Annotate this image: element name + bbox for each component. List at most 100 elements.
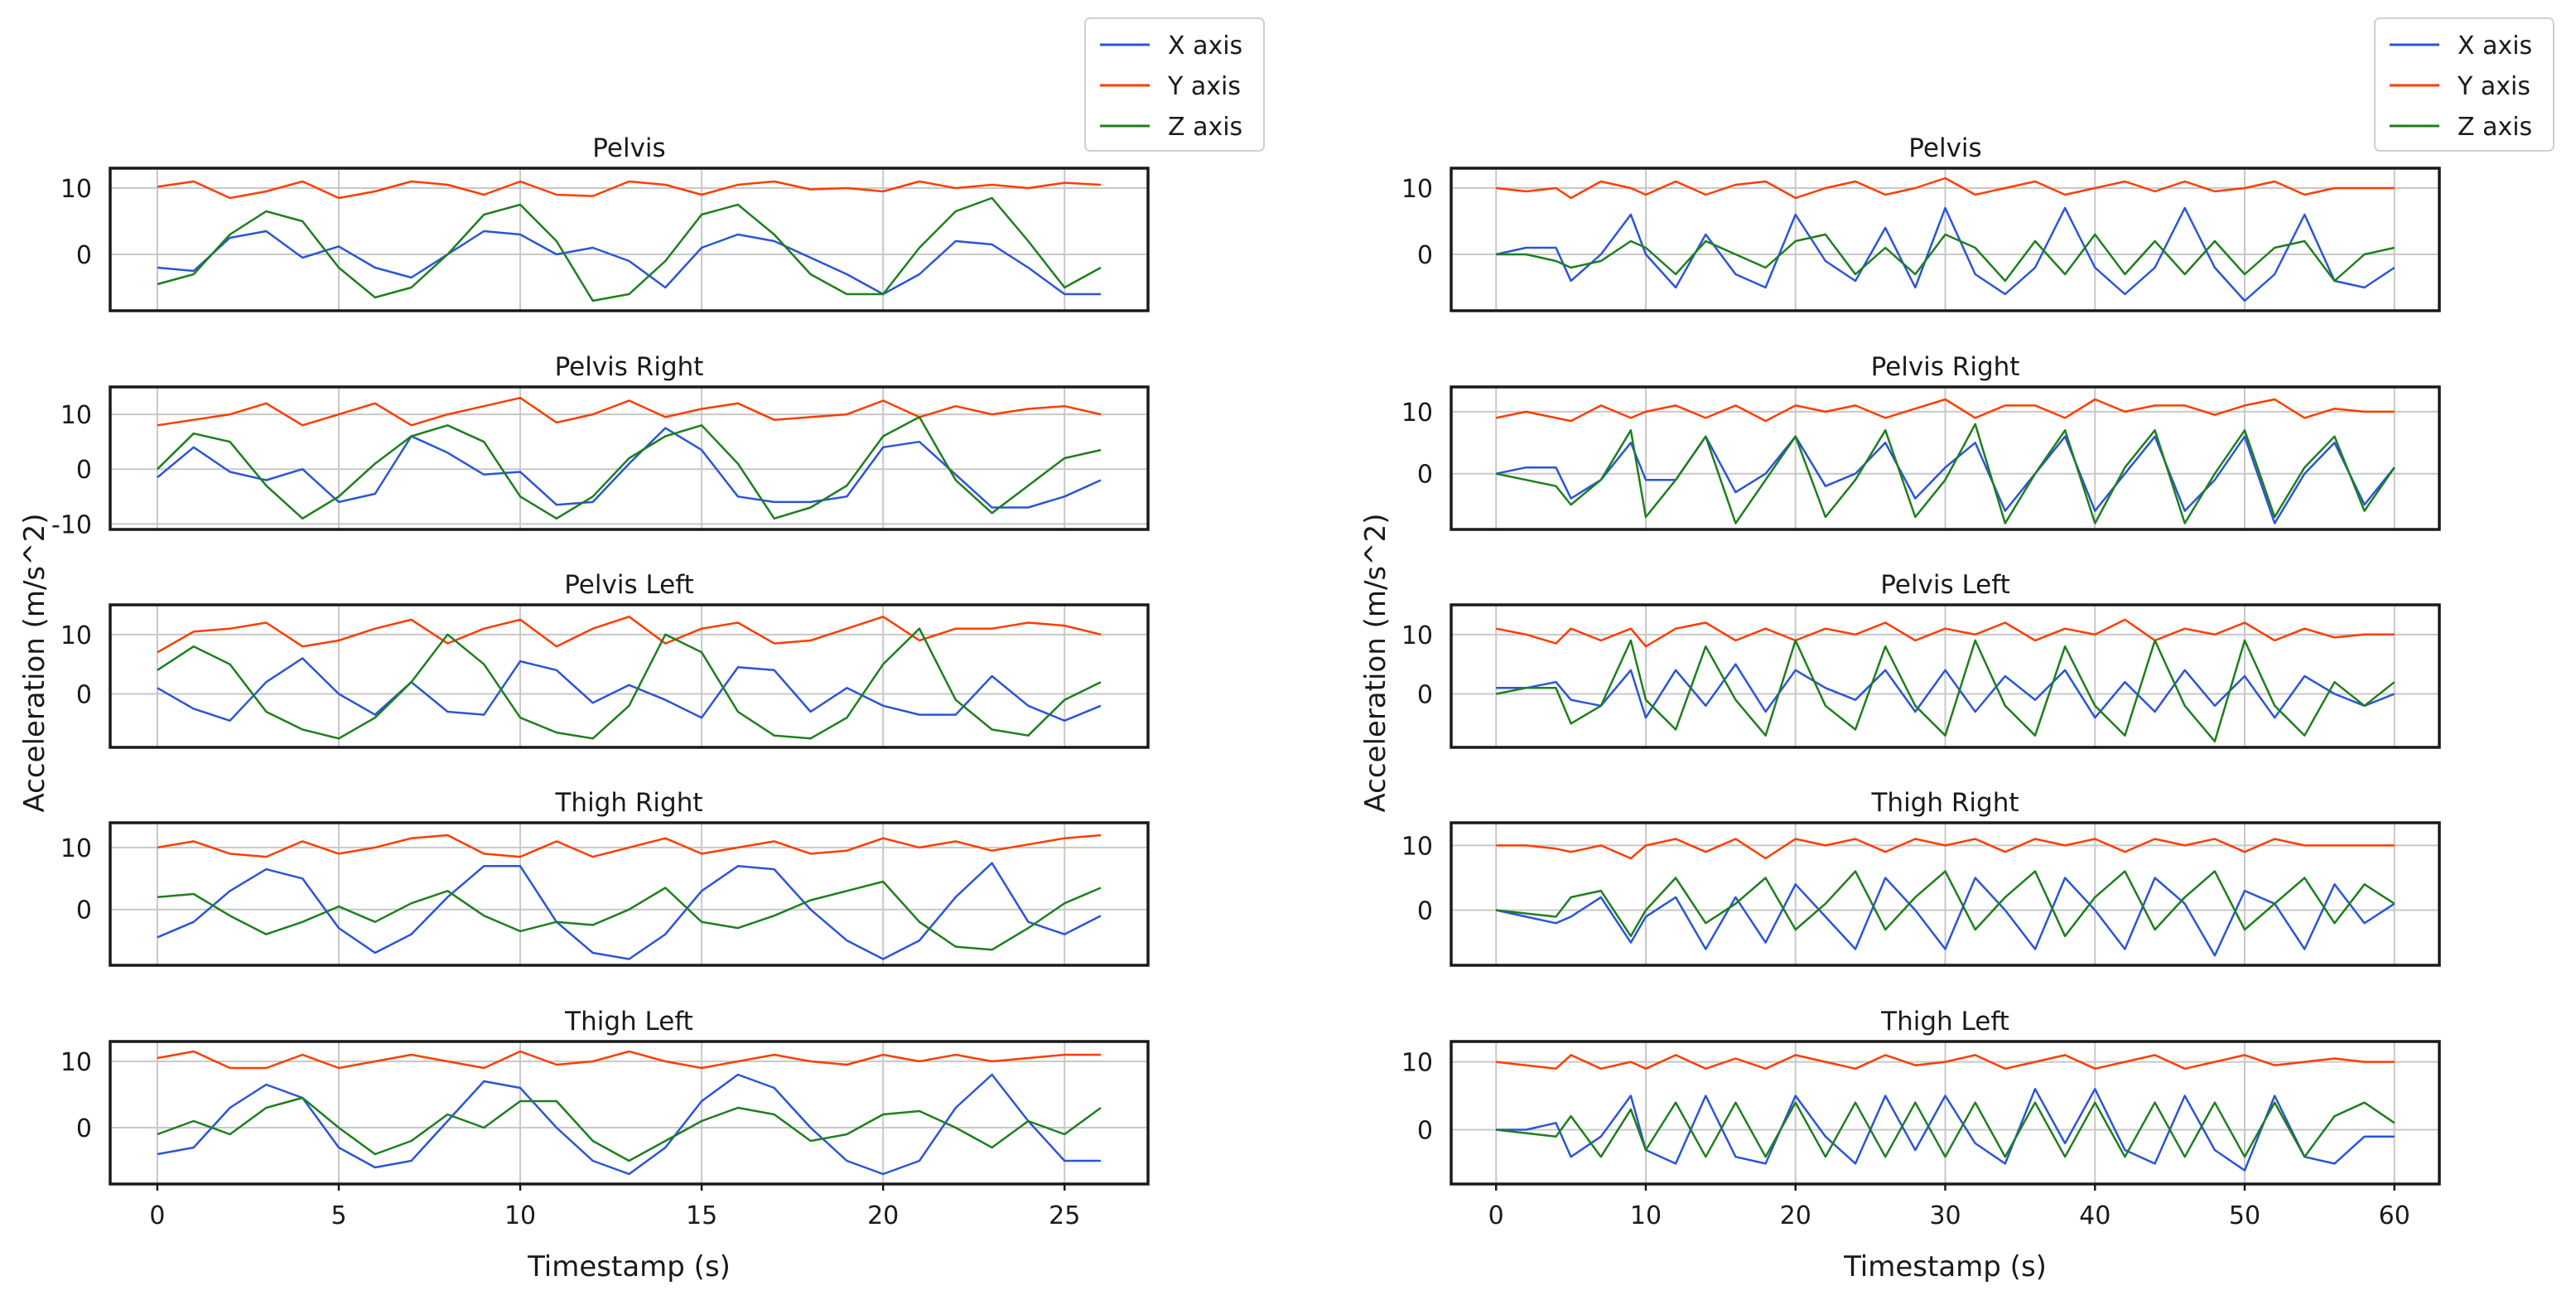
y-tick-label: 10 xyxy=(1401,621,1433,650)
x-tick-label: 10 xyxy=(1630,1201,1662,1230)
series-line-z-axis xyxy=(1496,870,2395,938)
subplot-title: Thigh Left xyxy=(564,1007,693,1037)
series-line-z-axis xyxy=(157,196,1102,302)
y-tick-label: 0 xyxy=(1417,461,1433,490)
series-line-x-axis xyxy=(157,230,1101,296)
legend-box xyxy=(2374,17,2554,152)
subplot-pelvis-left: Pelvis Left 0 10 xyxy=(1401,570,2441,749)
series-line-y-axis xyxy=(1495,398,2395,423)
subplot-title: Thigh Left xyxy=(1880,1007,2009,1037)
series-line-z-axis xyxy=(157,416,1102,520)
series-line-z-axis xyxy=(157,1096,1102,1162)
x-tick-label: 20 xyxy=(867,1201,899,1230)
y-tick-label: 0 xyxy=(76,456,92,485)
legend-label: Y axis xyxy=(2457,72,2530,101)
legend: X axis Y axis Z axis xyxy=(1084,17,1265,152)
x-tick-label: 20 xyxy=(1780,1201,1811,1230)
x-tick-label: 0 xyxy=(1488,1201,1504,1230)
y-tick-label: 0 xyxy=(76,681,92,710)
subplot-pelvis-left: Pelvis Left 0 10 xyxy=(60,570,1150,749)
series-line-x-axis xyxy=(1495,206,2395,302)
y-tick-label: 10 xyxy=(1401,399,1433,428)
subplot-pelvis: Pelvis 0 10 xyxy=(1401,133,2441,312)
series-line-x-axis xyxy=(157,862,1102,960)
series-line-z-axis xyxy=(157,880,1102,951)
y-tick-label: 10 xyxy=(60,175,92,204)
subplot-pelvis: Pelvis 0 10 xyxy=(60,133,1150,312)
subplot-pelvis-right: Pelvis Right -10 0 10 xyxy=(51,352,1150,539)
subplot-title: Pelvis Right xyxy=(1871,352,2020,382)
plot-frame xyxy=(109,385,1150,531)
x-tick-label: 25 xyxy=(1049,1201,1080,1230)
plot-frame xyxy=(1450,821,2441,967)
legend: X axis Y axis Z axis xyxy=(2374,17,2554,152)
y-tick-label: 0 xyxy=(1417,681,1433,710)
subplot-thigh-left: Thigh Left 0 10 0 5 10 15 20 25 xyxy=(60,1007,1150,1230)
chart-left: Pelvis 0 10 Pelvis Right -10 0 10 Pelvis Left 0 1… xyxy=(18,17,1265,1283)
y-axis-label: Acceleration (m/s^2) xyxy=(18,513,51,812)
x-tick-label: 0 xyxy=(149,1201,165,1230)
subplot-title: Thigh Right xyxy=(554,788,702,818)
x-tick-label: 15 xyxy=(686,1201,717,1230)
subplot-thigh-right: Thigh Right 0 10 xyxy=(60,788,1150,967)
y-tick-label: -10 xyxy=(51,510,92,539)
series-line-z-axis xyxy=(1496,1101,2395,1158)
x-tick-label: 40 xyxy=(2079,1201,2110,1230)
series-line-y-axis xyxy=(157,1050,1101,1070)
plot-frame xyxy=(1450,167,2441,312)
y-axis-label: Acceleration (m/s^2) xyxy=(1359,513,1392,812)
y-tick-label: 0 xyxy=(76,896,92,925)
y-tick-label: 10 xyxy=(1401,1049,1433,1078)
series-line-y-axis xyxy=(157,180,1102,200)
y-tick-label: 0 xyxy=(1417,1116,1433,1145)
subplot-pelvis-right: Pelvis Right 0 10 xyxy=(1401,352,2441,531)
plot-frame xyxy=(109,821,1150,967)
series-line-x-axis xyxy=(1495,877,2395,957)
series-line-y-axis xyxy=(1496,1054,2395,1070)
series-line-x-axis xyxy=(157,657,1102,722)
series-line-z-axis xyxy=(1496,233,2395,283)
plot-frame xyxy=(109,167,1150,312)
plot-frame xyxy=(109,603,1150,749)
subplot-title: Pelvis Right xyxy=(555,352,704,382)
subplot-thigh-left: Thigh Left 0 10 0 10 20 30 40 50 60 xyxy=(1401,1007,2441,1230)
legend-label: X axis xyxy=(1168,31,1242,60)
legend-label: Y axis xyxy=(1167,72,1241,101)
y-tick-label: 10 xyxy=(60,621,92,650)
plot-frame xyxy=(1450,385,2441,531)
legend-box xyxy=(1084,17,1265,152)
series-line-z-axis xyxy=(157,627,1102,740)
x-axis-label: Timestamp (s) xyxy=(527,1250,731,1283)
legend-label: Z axis xyxy=(1168,113,1242,142)
series-line-z-axis xyxy=(1495,423,2395,524)
series-line-x-axis xyxy=(157,1073,1101,1176)
plot-frame xyxy=(1450,603,2441,749)
subplot-title: Pelvis Left xyxy=(1880,570,2010,600)
y-tick-label: 10 xyxy=(1401,832,1433,861)
series-line-x-axis xyxy=(1496,663,2395,719)
y-tick-label: 10 xyxy=(60,401,92,430)
series-line-y-axis xyxy=(157,834,1102,858)
series-line-z-axis xyxy=(1495,639,2395,743)
x-tick-label: 30 xyxy=(1929,1201,1961,1230)
subplot-title: Pelvis Left xyxy=(564,570,694,600)
x-tick-label: 5 xyxy=(330,1201,346,1230)
x-tick-label: 10 xyxy=(504,1201,536,1230)
series-line-x-axis xyxy=(1496,1088,2395,1172)
y-tick-label: 10 xyxy=(1401,175,1433,204)
subplot-thigh-right: Thigh Right 0 10 xyxy=(1401,788,2441,967)
subplot-title: Thigh Right xyxy=(1870,788,2019,818)
subplot-title: Pelvis xyxy=(592,133,665,163)
x-tick-label: 50 xyxy=(2229,1201,2260,1230)
series-line-y-axis xyxy=(157,616,1102,654)
y-tick-label: 0 xyxy=(1417,897,1433,926)
x-axis-label: Timestamp (s) xyxy=(1843,1250,2047,1283)
y-tick-label: 10 xyxy=(60,834,92,863)
y-tick-label: 0 xyxy=(76,1114,92,1143)
y-tick-label: 0 xyxy=(1417,241,1433,270)
series-line-y-axis xyxy=(157,396,1102,427)
legend-label: X axis xyxy=(2458,31,2532,60)
y-tick-label: 0 xyxy=(76,241,92,270)
